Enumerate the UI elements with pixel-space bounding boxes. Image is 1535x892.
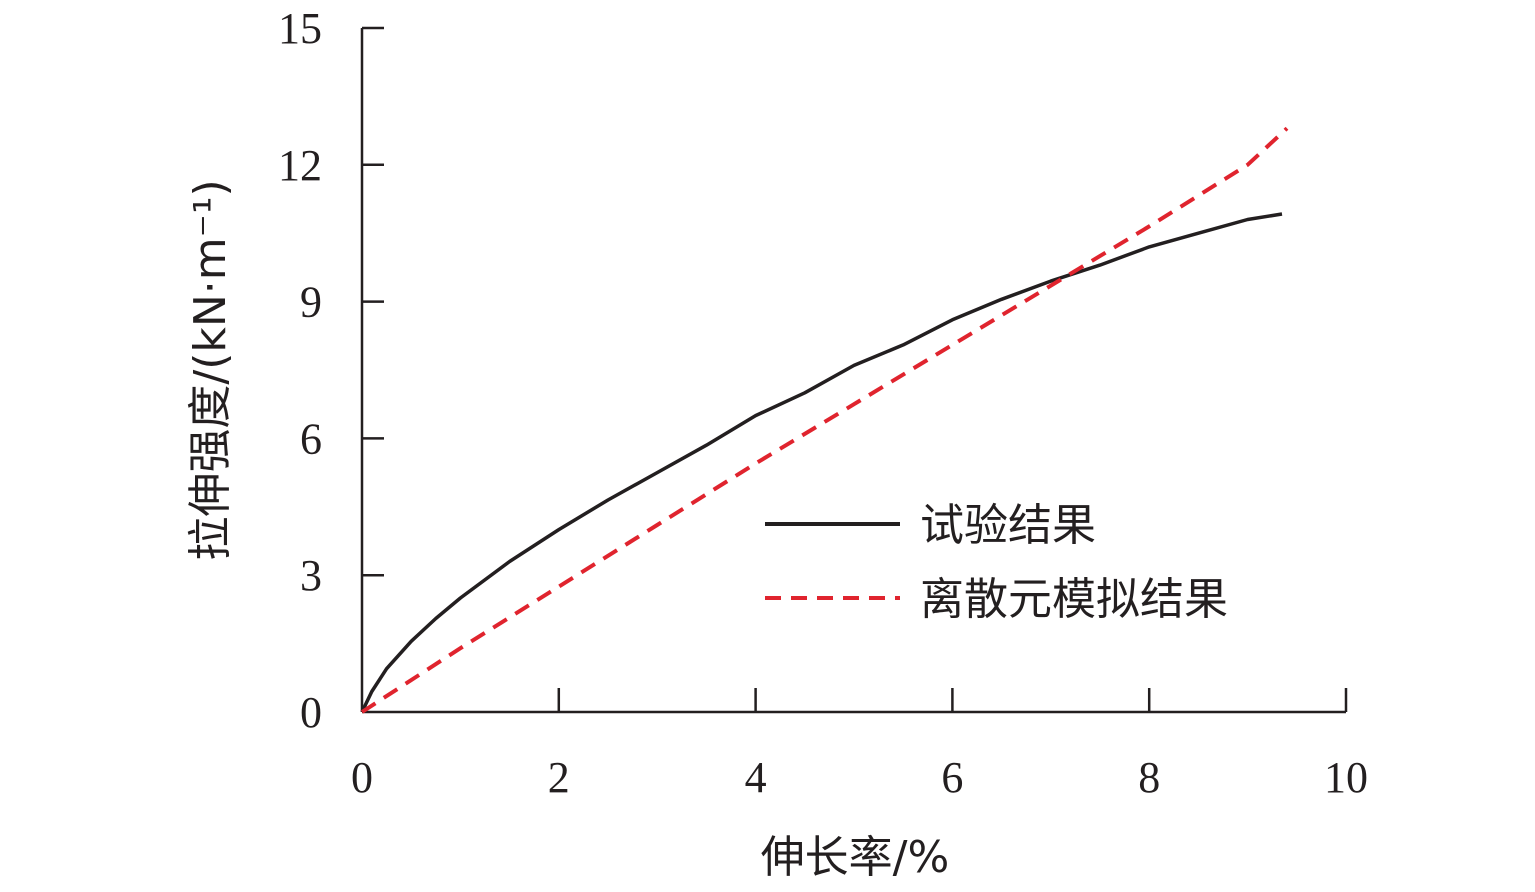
tick-labels: 0 2 4 6 8 10 0 3 6 9 12 15 bbox=[278, 4, 1368, 802]
y-tick-label: 6 bbox=[300, 414, 322, 463]
x-tick-label: 10 bbox=[1324, 753, 1368, 802]
x-tick-label: 4 bbox=[745, 753, 767, 802]
x-tick-label: 2 bbox=[548, 753, 570, 802]
x-axis-title: 伸长率/% bbox=[761, 832, 950, 883]
y-tick-label: 15 bbox=[278, 4, 322, 53]
y-tick-label: 9 bbox=[300, 278, 322, 327]
x-tick-label: 6 bbox=[941, 753, 963, 802]
legend-label-experiment: 试验结果 bbox=[920, 500, 1096, 551]
series-line-simulation bbox=[360, 126, 1289, 714]
axes bbox=[360, 28, 1346, 714]
series-layer bbox=[360, 126, 1289, 714]
tick-marks bbox=[362, 26, 1348, 712]
x-tick-label: 0 bbox=[351, 753, 373, 802]
legend: 试验结果 离散元模拟结果 bbox=[765, 500, 1228, 625]
legend-label-simulation: 离散元模拟结果 bbox=[920, 574, 1228, 625]
y-tick-label: 12 bbox=[278, 141, 322, 190]
y-tick-label: 3 bbox=[300, 551, 322, 600]
series-line-experiment bbox=[360, 212, 1283, 713]
y-tick-label: 0 bbox=[300, 688, 322, 737]
y-axis-title: 拉伸强度/(kN·m⁻¹) bbox=[185, 179, 236, 560]
x-tick-label: 8 bbox=[1138, 753, 1160, 802]
